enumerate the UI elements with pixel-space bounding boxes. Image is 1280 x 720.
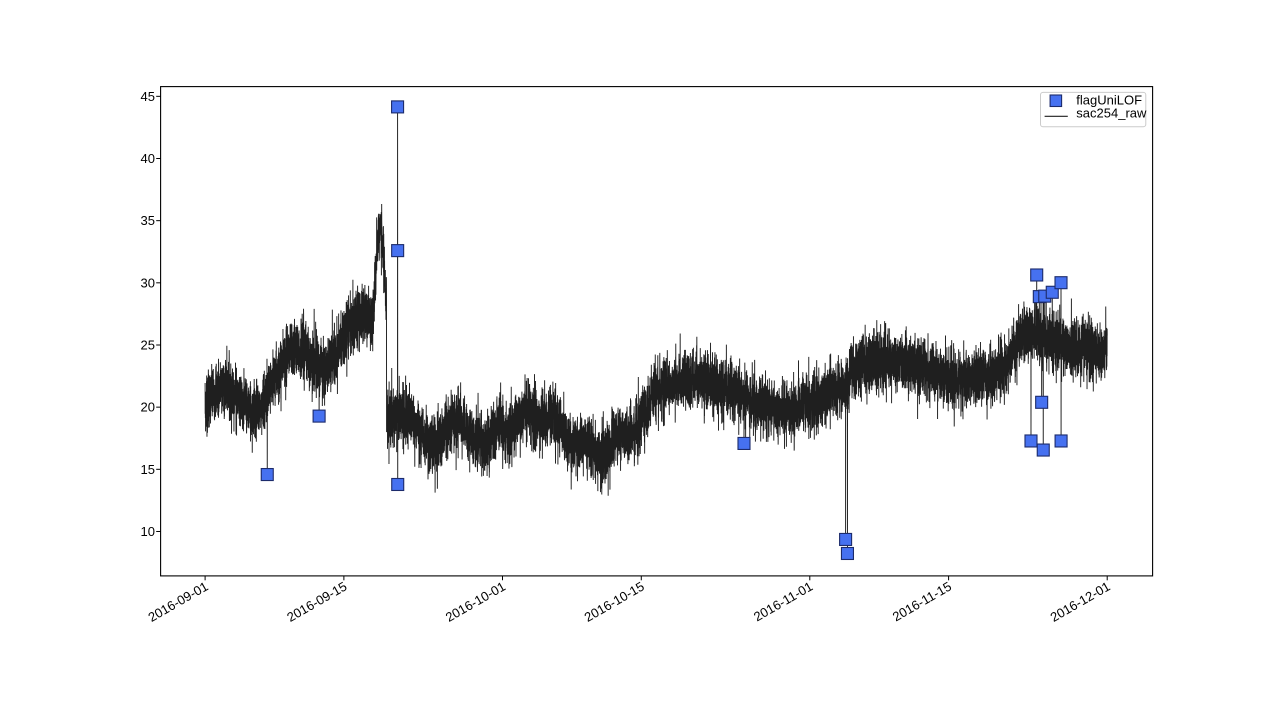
svg-text:40: 40: [141, 151, 155, 166]
svg-text:10: 10: [141, 524, 155, 539]
svg-text:sac254_raw: sac254_raw: [1076, 106, 1147, 121]
svg-text:20: 20: [141, 400, 155, 415]
svg-text:15: 15: [141, 462, 155, 477]
svg-text:45: 45: [141, 89, 155, 104]
svg-text:35: 35: [141, 213, 155, 228]
svg-text:25: 25: [141, 337, 155, 352]
svg-text:30: 30: [141, 275, 155, 290]
